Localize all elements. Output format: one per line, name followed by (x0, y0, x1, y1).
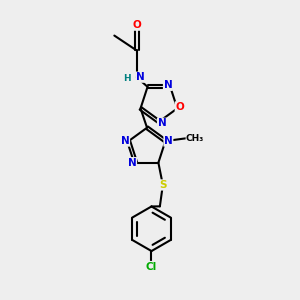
Text: N: N (136, 72, 145, 82)
Text: H: H (123, 74, 131, 83)
Text: O: O (132, 20, 141, 30)
Text: N: N (164, 136, 173, 146)
Text: S: S (159, 180, 166, 190)
Text: CH₃: CH₃ (186, 134, 204, 142)
Text: N: N (158, 118, 166, 128)
Text: N: N (121, 136, 130, 146)
Text: N: N (164, 80, 172, 90)
Text: N: N (128, 158, 136, 168)
Text: Cl: Cl (146, 262, 157, 272)
Text: O: O (175, 102, 184, 112)
